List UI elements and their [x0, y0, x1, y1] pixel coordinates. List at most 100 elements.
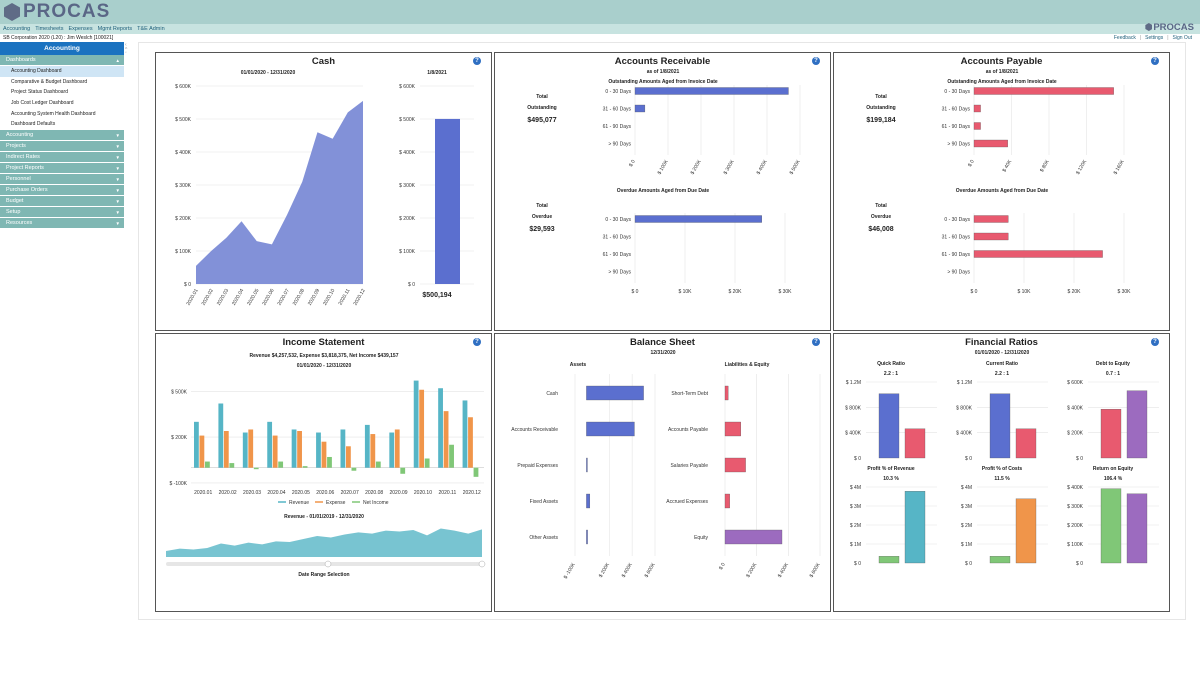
- ratio-ytick: $ 2M: [850, 523, 861, 529]
- ar-help-icon[interactable]: ?: [812, 57, 820, 65]
- nav-timesheets[interactable]: Timesheets: [35, 25, 64, 32]
- income-xtick: 2020.04: [267, 490, 285, 496]
- cash-help-icon[interactable]: ?: [473, 57, 481, 65]
- ratio-ytick: $ 1M: [961, 542, 972, 548]
- income-bar-expense: [297, 431, 302, 468]
- ratio-bar: [1126, 493, 1148, 564]
- sidebar-item-4[interactable]: Accounting System Health Dashboard: [0, 108, 124, 120]
- section-label: Setup: [6, 209, 21, 216]
- balance-xtick: $ 0: [718, 562, 727, 571]
- income-bar-revenue: [291, 429, 297, 468]
- sidebar-section-2[interactable]: Indirect Rates ▼: [0, 152, 124, 164]
- income-nav-title: Revenue - 01/01/2019 - 12/31/2020: [284, 514, 364, 520]
- income-bar-net-income: [253, 467, 259, 470]
- feedback-link[interactable]: Feedback: [1113, 35, 1136, 41]
- balance-date: 12/31/2020: [650, 350, 675, 356]
- sidebar-section-5[interactable]: Purchase Orders ▼: [0, 185, 124, 197]
- ratio-ytick: $ 1.2M: [957, 380, 972, 386]
- income-bar-revenue: [364, 424, 370, 468]
- balance-xtick: $ 200K: [598, 561, 611, 578]
- ratios-help-icon[interactable]: ?: [1151, 338, 1159, 346]
- cash-ytick: $ 0: [184, 282, 191, 288]
- assets-label: Assets: [570, 362, 587, 368]
- ratio-ytick: $ 400K: [956, 431, 973, 437]
- balance-category: Equity: [694, 535, 708, 541]
- aging-subtitle: Outstanding Amounts Aged from Invoice Da…: [947, 79, 1057, 85]
- ratio-value: 11.5 %: [994, 476, 1010, 482]
- total-value: $199,184: [866, 117, 895, 124]
- chevron-down-icon: ▼: [115, 133, 120, 139]
- income-bar-expense: [248, 429, 254, 468]
- income-bar-net-income: [473, 467, 479, 477]
- income-bar-revenue: [340, 429, 346, 468]
- aging-category: 61 - 90 Days: [942, 124, 971, 130]
- cash-ytick: $ 200K: [175, 216, 192, 222]
- sidebar-item-2[interactable]: Project Status Dashboard: [0, 87, 124, 99]
- sidebar-section-dashboards[interactable]: Dashboards ▲: [0, 55, 124, 66]
- sidebar-section-4[interactable]: Personnel ▼: [0, 174, 124, 186]
- sidebar-header[interactable]: Accounting: [0, 42, 124, 55]
- sidebar-section-6[interactable]: Budget ▼: [0, 196, 124, 208]
- main-nav: Accounting Timesheets Expenses Mgmt Repo…: [0, 24, 1200, 34]
- income-help-icon[interactable]: ?: [473, 338, 481, 346]
- cash-xtick: 2020.01: [185, 288, 199, 307]
- sidebar-section-0[interactable]: Accounting ▼: [0, 130, 124, 142]
- income-ytick: $ 200K: [171, 435, 188, 441]
- income-bar-revenue: [438, 388, 443, 468]
- income-bar-revenue: [194, 421, 199, 468]
- ar-title: Accounts Receivable: [614, 56, 711, 67]
- aging-xtick: $ 400K: [756, 158, 769, 175]
- ratio-value: 2.2 : 1: [995, 371, 1009, 377]
- ratio-value: 2.2 : 1: [884, 371, 898, 377]
- sign-out-link[interactable]: Sign Out: [1172, 35, 1192, 41]
- balance-help-icon[interactable]: ?: [812, 338, 820, 346]
- nav-mgmt-reports[interactable]: Mgmt Reports: [97, 25, 133, 32]
- income-bar-expense: [370, 434, 376, 468]
- nav-te-admin[interactable]: T&E Admin: [137, 25, 165, 32]
- sidebar-collapse-icons[interactable]: ‹ ^ ˇ: [125, 42, 128, 58]
- ratio-ytick: $ 600K: [1067, 380, 1084, 386]
- aging-category: > 90 Days: [947, 270, 970, 276]
- sidebar-section-7[interactable]: Setup ▼: [0, 207, 124, 219]
- income-bar-revenue: [267, 421, 273, 468]
- sidebar-item-0[interactable]: Accounting Dashboard: [0, 66, 124, 77]
- aging-xtick: $ 120K: [1075, 158, 1088, 175]
- ar-panel: Accounts Receivable ? as of 1/8/2021 Outs…: [494, 52, 831, 331]
- aging-xtick: $ 10K: [1017, 289, 1031, 295]
- income-bar-net-income: [375, 461, 381, 468]
- sidebar-item-1[interactable]: Comparative & Budget Dashboard: [0, 76, 124, 88]
- aging-category: 0 - 30 Days: [605, 217, 631, 223]
- ar-chart: as of 1/8/2021 Outstanding Amounts Aged f…: [527, 69, 802, 295]
- aging-category: 0 - 30 Days: [944, 89, 970, 95]
- cash-current-ytick: $ 500K: [399, 117, 416, 123]
- aging-category: 0 - 30 Days: [944, 217, 970, 223]
- sidebar-item-3[interactable]: Job Cost Ledger Dashboard: [0, 98, 124, 109]
- income-panel: Income Statement ? Revenue $4,257,532, E…: [155, 333, 492, 612]
- income-xtick: 2020.12: [463, 490, 481, 496]
- procas-logo[interactable]: PROCAS: [4, 1, 110, 22]
- navigator-handle: [324, 560, 332, 568]
- income-bar-net-income: [449, 444, 454, 468]
- sidebar-section-8[interactable]: Resources ▼: [0, 218, 124, 230]
- overdue-label: Total: [536, 203, 548, 209]
- aging-subtitle: Overdue Amounts Aged from Due Date: [956, 188, 1049, 194]
- navigator-handle: [478, 560, 486, 568]
- balance-title: Balance Sheet: [630, 337, 695, 348]
- nav-expenses[interactable]: Expenses: [68, 25, 93, 32]
- settings-link[interactable]: Settings: [1145, 35, 1164, 41]
- sidebar-section-3[interactable]: Project Reports ▼: [0, 163, 124, 175]
- income-bar-expense: [346, 446, 351, 468]
- cash-xtick: 2020.03: [216, 288, 230, 307]
- sidebar-section-1[interactable]: Projects ▼: [0, 141, 124, 153]
- income-nav-label: Date Range Selection: [298, 572, 349, 578]
- cash-xtick: 2020.07: [277, 288, 291, 307]
- aging-as-of: as of 1/8/2021: [647, 69, 680, 75]
- nav-accounting[interactable]: Accounting: [3, 25, 31, 32]
- balance-category: Prepaid Expenses: [517, 463, 558, 469]
- aging-xtick: $ 0: [632, 289, 639, 295]
- balance-bar: [724, 421, 741, 437]
- sidebar-item-5[interactable]: Dashboard Defaults: [0, 119, 124, 131]
- ap-help-icon[interactable]: ?: [1151, 57, 1159, 65]
- cash-current-ytick: $ 200K: [399, 216, 416, 222]
- balance-bar: [586, 385, 644, 401]
